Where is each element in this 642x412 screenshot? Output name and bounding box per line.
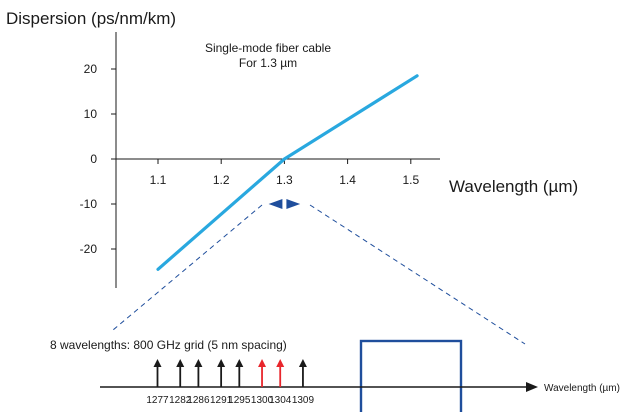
wavelength-axis-label: Wavelength (µm) — [544, 383, 620, 394]
plot-subtitle: For 1.3 µm — [239, 56, 297, 70]
x-tick-label: 1.2 — [213, 173, 230, 187]
y-tick-label: -10 — [80, 197, 98, 211]
zero-dispersion-marker — [268, 198, 301, 210]
x-tick-label: 1.3 — [276, 173, 293, 187]
y-tick-label: 10 — [84, 107, 98, 121]
wavelength-axis-arrowhead — [526, 382, 538, 392]
zoom-line-left — [112, 204, 263, 331]
x-axis-ticks: 1.1 1.2 1.3 1.4 1.5 — [150, 159, 419, 187]
highlight-box — [359, 339, 463, 412]
marker-arrow-left — [268, 199, 283, 209]
wavelength-label-1295: 1295 — [228, 395, 251, 406]
wavelength-arrowhead-1291 — [217, 359, 226, 367]
wavelength-label-1291: 1291 — [210, 395, 233, 406]
wavelength-arrowhead-1286 — [194, 359, 203, 367]
y-tick-label: 0 — [90, 152, 97, 166]
x-tick-label: 1.5 — [402, 173, 419, 187]
wavelength-label-1286: 1286 — [187, 395, 210, 406]
wavelength-label-1282: 1282 — [169, 395, 192, 406]
plot-title: Single-mode fiber cable — [205, 41, 331, 55]
x-tick-label: 1.1 — [150, 173, 167, 187]
y-tick-label: 20 — [84, 62, 98, 76]
wavelength-arrowhead-1295 — [235, 359, 244, 367]
wavelength-arrowhead-1300 — [258, 359, 267, 367]
wavelength-arrowhead-1304 — [276, 359, 285, 367]
wavelength-label-1309: 1309 — [292, 395, 315, 406]
wavelength-arrowhead-1282 — [176, 359, 185, 367]
dispersion-series-line — [156, 74, 419, 271]
wavelength-label-1304: 1304 — [269, 395, 292, 406]
marker-arrow-right — [286, 199, 301, 209]
grid-annotation: 8 wavelengths: 800 GHz grid (5 nm spacin… — [50, 338, 287, 352]
y-axis-ticks: 20 10 0 -10 -20 — [80, 62, 116, 256]
x-axis-label: Wavelength (µm) — [449, 177, 578, 196]
y-axis-label: Dispersion (ps/nm/km) — [6, 9, 176, 28]
wavelength-arrowhead-1277 — [153, 359, 162, 367]
wavelength-label-1300: 1300 — [251, 395, 274, 406]
wavelength-label-1277: 1277 — [146, 395, 169, 406]
x-tick-label: 1.4 — [339, 173, 356, 187]
zoom-line-right — [309, 204, 526, 345]
plot-title-group: Single-mode fiber cable For 1.3 µm — [205, 41, 331, 70]
y-tick-label: -20 — [80, 242, 98, 256]
wavelength-arrowhead-1309 — [298, 359, 307, 367]
